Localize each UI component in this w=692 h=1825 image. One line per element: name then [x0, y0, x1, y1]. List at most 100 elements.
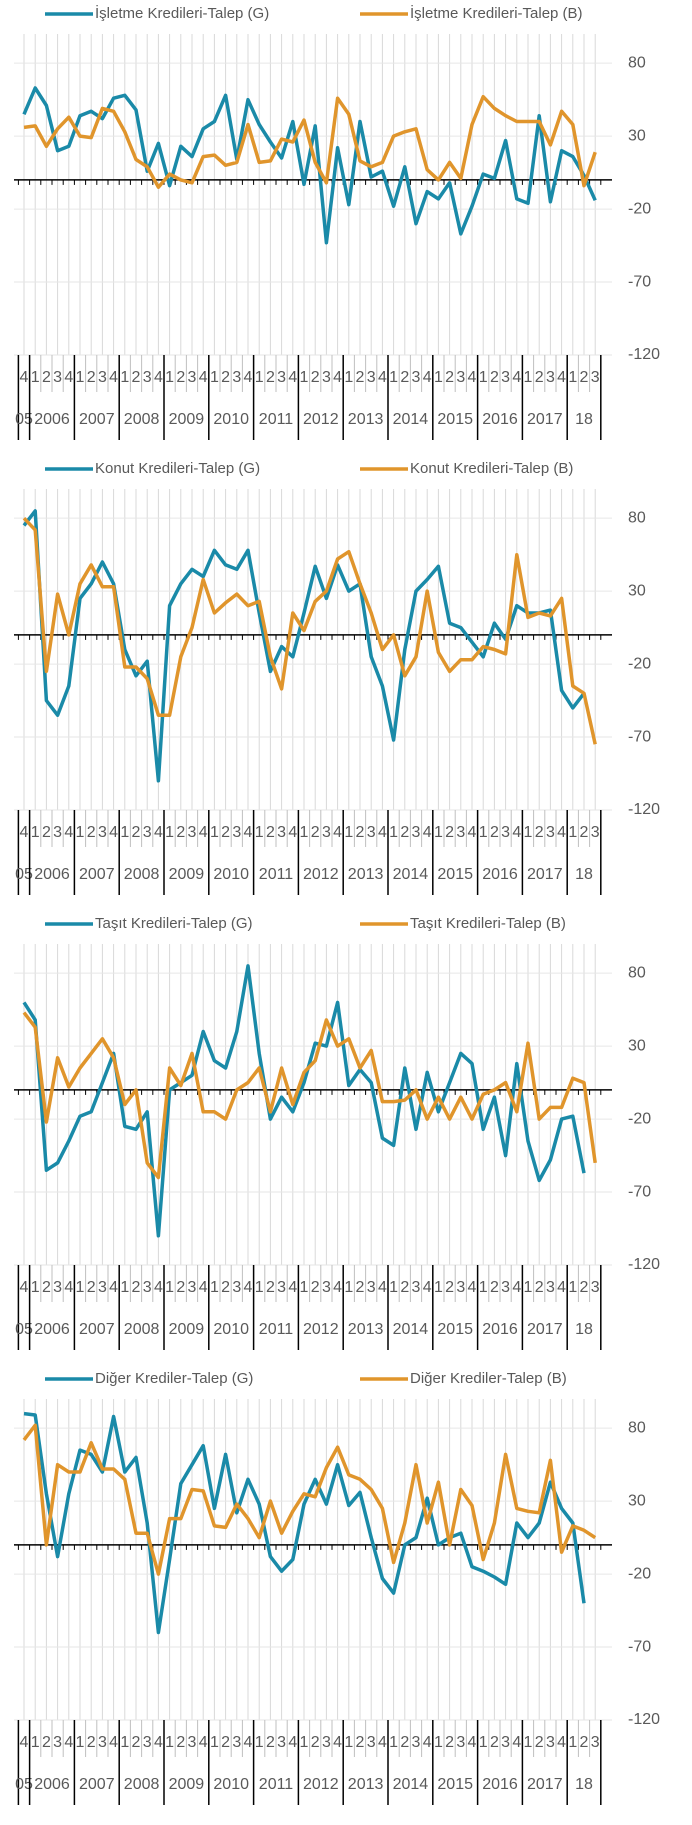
x-tick-label: 3 — [546, 1734, 555, 1751]
x-tick-label: 4 — [109, 369, 118, 386]
x-tick-label: 2 — [87, 1734, 96, 1751]
x-tick-label: 4 — [333, 1734, 342, 1751]
x-tick-label: 1 — [165, 1279, 174, 1296]
x-tick-label: 2 — [87, 1279, 96, 1296]
year-label: 05 — [15, 866, 33, 883]
year-label: 2015 — [437, 1321, 473, 1338]
x-tick-label: 1 — [389, 369, 398, 386]
x-tick-label: 1 — [76, 824, 85, 841]
x-tick-label: 3 — [53, 1734, 62, 1751]
y-tick-label: 80 — [628, 964, 646, 981]
x-tick-label: 1 — [568, 1734, 577, 1751]
x-tick-label: 4 — [333, 1279, 342, 1296]
x-tick-label: 2 — [580, 369, 589, 386]
series-line — [22, 1423, 597, 1576]
year-label: 2012 — [303, 1776, 339, 1793]
year-label: 2009 — [169, 1321, 205, 1338]
legend-label: Konut Kredileri-Talep (B) — [410, 460, 573, 477]
x-tick-label: 3 — [53, 824, 62, 841]
year-label: 2007 — [79, 1776, 115, 1793]
x-tick-label: 2 — [400, 824, 409, 841]
y-tick-label: -70 — [628, 728, 651, 745]
x-tick-label: 1 — [389, 1279, 398, 1296]
x-tick-label: 1 — [210, 1279, 219, 1296]
year-label: 2011 — [259, 1776, 294, 1793]
x-tick-label: 4 — [468, 369, 477, 386]
year-label: 2013 — [348, 1321, 384, 1338]
year-label: 2007 — [79, 411, 115, 428]
x-tick-label: 2 — [176, 1279, 185, 1296]
y-tick-label: -20 — [628, 200, 651, 217]
x-tick-label: 4 — [288, 369, 297, 386]
x-tick-label: 4 — [512, 824, 521, 841]
year-label: 2011 — [259, 1321, 294, 1338]
year-label: 18 — [575, 411, 593, 428]
x-tick-label: 2 — [176, 369, 185, 386]
year-label: 2013 — [348, 1776, 384, 1793]
x-tick-label: 2 — [400, 369, 409, 386]
year-label: 2011 — [259, 866, 294, 883]
x-tick-label: 3 — [591, 824, 600, 841]
year-label: 2017 — [527, 411, 563, 428]
x-tick-label: 3 — [456, 824, 465, 841]
year-label: 05 — [15, 1321, 33, 1338]
x-tick-label: 3 — [143, 1279, 152, 1296]
x-tick-label: 3 — [322, 824, 331, 841]
year-label: 2009 — [169, 1776, 205, 1793]
x-tick-label: 1 — [300, 1734, 309, 1751]
x-tick-label: 4 — [154, 1279, 163, 1296]
year-label: 2014 — [393, 411, 429, 428]
x-tick-label: 1 — [31, 1734, 40, 1751]
y-tick-label: -70 — [628, 1183, 651, 1200]
x-tick-label: 1 — [165, 824, 174, 841]
x-tick-label: 1 — [300, 824, 309, 841]
x-tick-label: 1 — [524, 369, 533, 386]
year-label: 2011 — [259, 411, 294, 428]
year-label: 2010 — [213, 411, 249, 428]
x-tick-label: 2 — [87, 824, 96, 841]
x-tick-label: 2 — [535, 1734, 544, 1751]
x-tick-label: 3 — [546, 1279, 555, 1296]
x-tick-label: 2 — [490, 1279, 499, 1296]
x-tick-label: 3 — [412, 369, 421, 386]
x-tick-label: 2 — [42, 369, 51, 386]
x-tick-label: 1 — [344, 1734, 353, 1751]
x-tick-label: 2 — [445, 369, 454, 386]
x-tick-label: 1 — [76, 1734, 85, 1751]
x-tick-label: 3 — [501, 824, 510, 841]
y-tick-label: -70 — [628, 1638, 651, 1655]
x-tick-label: 3 — [322, 369, 331, 386]
x-tick-label: 4 — [378, 369, 387, 386]
x-tick-label: 1 — [524, 1279, 533, 1296]
year-label: 18 — [575, 1321, 593, 1338]
year-label: 2012 — [303, 411, 339, 428]
year-label: 2015 — [437, 411, 473, 428]
x-tick-label: 4 — [423, 369, 432, 386]
x-tick-label: 2 — [42, 824, 51, 841]
x-tick-label: 4 — [378, 1279, 387, 1296]
x-tick-label: 1 — [479, 1279, 488, 1296]
x-tick-label: 4 — [333, 824, 342, 841]
x-tick-label: 4 — [512, 369, 521, 386]
x-tick-label: 2 — [221, 1279, 230, 1296]
x-tick-label: 4 — [154, 1734, 163, 1751]
x-tick-label: 3 — [412, 824, 421, 841]
year-label: 2017 — [527, 1321, 563, 1338]
x-tick-label: 4 — [557, 369, 566, 386]
x-tick-label: 4 — [64, 1734, 73, 1751]
year-label: 18 — [575, 866, 593, 883]
x-tick-label: 1 — [568, 369, 577, 386]
x-tick-label: 2 — [356, 369, 365, 386]
x-tick-label: 3 — [277, 369, 286, 386]
x-tick-label: 1 — [210, 369, 219, 386]
x-tick-label: 1 — [344, 1279, 353, 1296]
x-tick-label: 1 — [389, 1734, 398, 1751]
x-tick-label: 1 — [434, 369, 443, 386]
year-label: 2008 — [124, 1776, 160, 1793]
y-tick-label: -20 — [628, 655, 651, 672]
x-tick-label: 2 — [42, 1279, 51, 1296]
x-tick-label: 1 — [31, 1279, 40, 1296]
x-tick-label: 4 — [423, 1279, 432, 1296]
y-tick-label: -70 — [628, 273, 651, 290]
